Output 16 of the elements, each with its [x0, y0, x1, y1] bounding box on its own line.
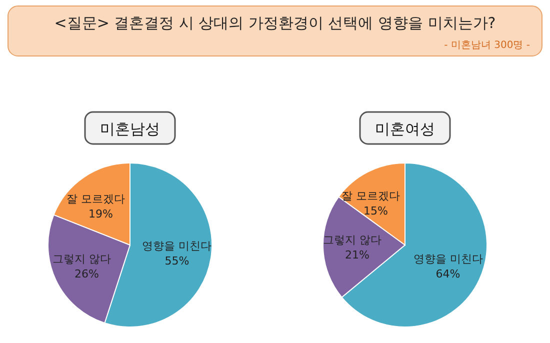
data-label: 21%	[345, 248, 370, 262]
data-label: 64%	[436, 267, 460, 280]
data-label: 19%	[88, 208, 113, 221]
slice-label: 영향을 미친다	[413, 252, 483, 266]
slice-label: 잘 모르겠다	[342, 190, 400, 203]
slice-label: 그렇지 않다	[52, 252, 111, 266]
data-label: 26%	[74, 267, 99, 280]
text: - 미혼남녀 300명 -	[444, 40, 530, 51]
slice-label: 잘 모르겠다	[66, 192, 125, 206]
data-label: 15%	[364, 204, 388, 218]
slice-label: 그렇지 않다	[322, 233, 382, 246]
data-label: 55%	[164, 254, 190, 268]
chart-title: 미혼남성	[100, 120, 160, 138]
slice-label: 영향을 미친다	[142, 239, 212, 252]
chart-title: 미혼여성	[375, 120, 435, 138]
text: <질문> 결혼결정 시 상대의 가정환경이 선택에 영향을 미치는가?	[54, 14, 496, 32]
